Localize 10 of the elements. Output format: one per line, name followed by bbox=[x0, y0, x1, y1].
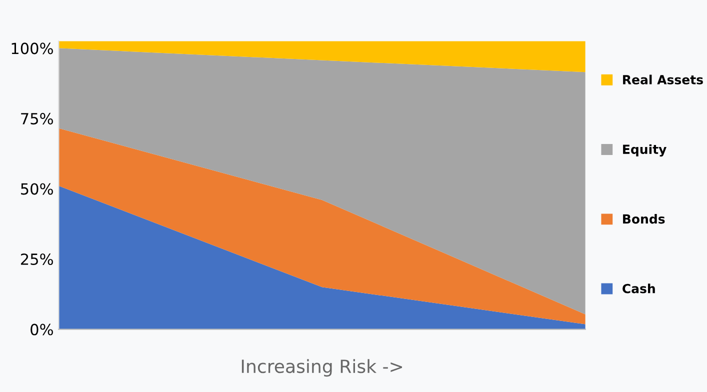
y-tick-label: 75% bbox=[21, 112, 53, 124]
legend-label: Bonds bbox=[623, 214, 665, 224]
legend-label: Real Assets bbox=[623, 74, 703, 84]
legend-label: Equity bbox=[623, 144, 666, 157]
legend-label: Cash bbox=[622, 284, 655, 294]
y-tick-label: 0% bbox=[30, 324, 53, 336]
x-axis-title: Increasing Risk -> bbox=[242, 359, 402, 377]
y-tick-label: 100% bbox=[12, 42, 53, 54]
y-tick-label: 50% bbox=[21, 183, 53, 195]
y-tick-label: 25% bbox=[20, 253, 53, 266]
